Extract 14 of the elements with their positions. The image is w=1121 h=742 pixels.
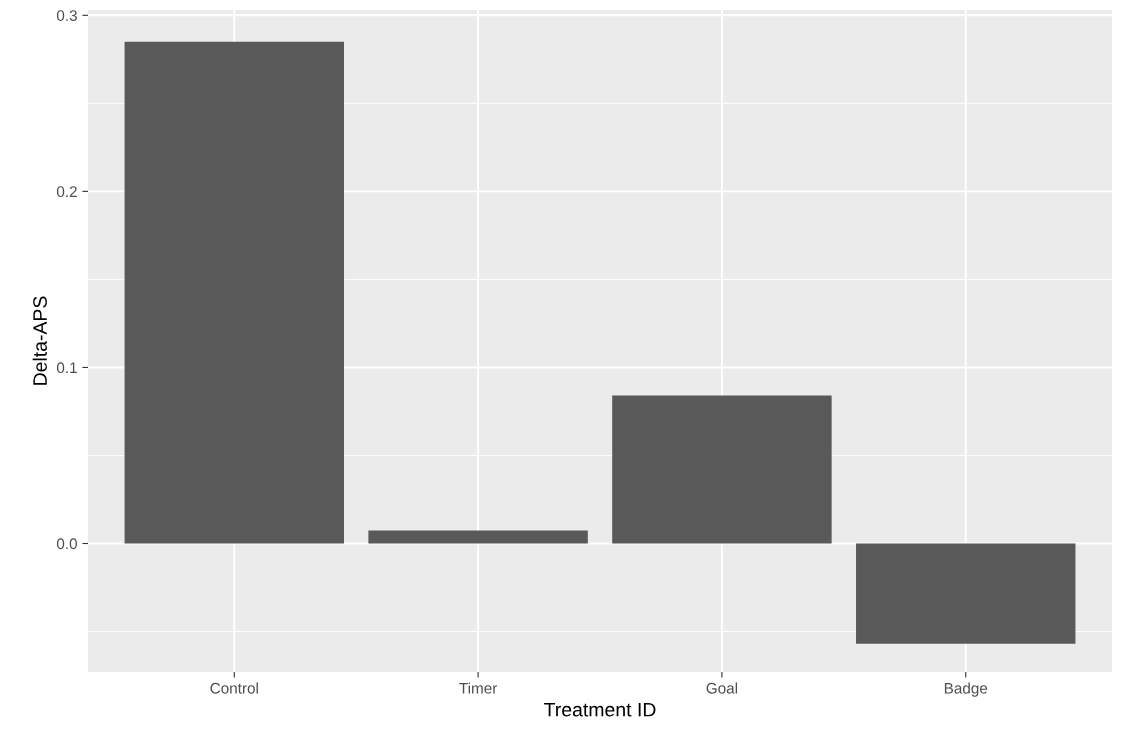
- y-tick-label: 0.0: [56, 538, 77, 550]
- y-tick-label: 0.1: [56, 362, 77, 374]
- y-axis-title: Delta-APS: [32, 296, 47, 385]
- y-tick-label: 0.3: [56, 10, 77, 21]
- bar: [124, 41, 345, 544]
- x-tick-label: Badge: [944, 682, 988, 697]
- bar: [368, 530, 588, 544]
- x-tick-label: Control: [210, 682, 258, 694]
- y-tick-label: 0.2: [56, 186, 77, 198]
- bar: [612, 395, 832, 544]
- x-axis-title: Treatment ID: [544, 702, 656, 717]
- x-tick-label: Goal: [706, 682, 738, 694]
- bar: [856, 543, 1076, 644]
- x-tick-label: Timer: [459, 682, 498, 694]
